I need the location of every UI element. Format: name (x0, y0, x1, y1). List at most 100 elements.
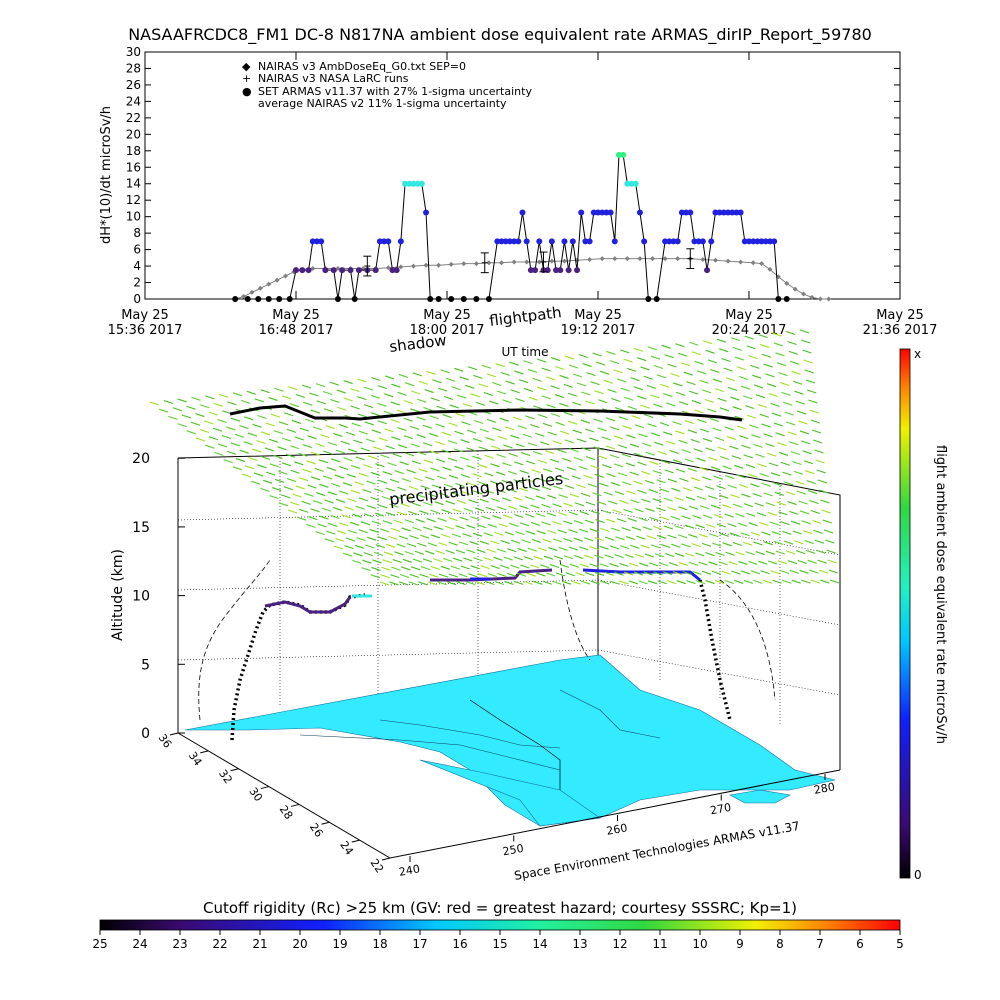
rc-band-mark (609, 580, 619, 585)
altitude-tick-label: 10 (132, 589, 150, 605)
rc-band-mark (748, 355, 758, 360)
rc-band-mark (681, 543, 691, 548)
rc-band-mark (411, 566, 421, 571)
rc-band-mark (687, 429, 697, 434)
rc-band-mark (317, 523, 327, 528)
nairas-v3-point (599, 256, 605, 262)
rc-band-mark (758, 334, 768, 339)
rc-band-mark (746, 512, 756, 517)
rc-band-mark (329, 381, 339, 386)
rc-band-mark (590, 465, 600, 470)
rc-band-mark (191, 396, 201, 401)
rc-band-mark (805, 470, 815, 475)
rc-band-mark (549, 458, 560, 463)
y-tick-label: 26 (126, 78, 141, 92)
rc-band-mark (574, 502, 585, 507)
rc-band-mark (404, 519, 414, 524)
rc-band-mark (740, 570, 751, 575)
rc-band-mark (696, 495, 707, 500)
rc-band-mark (409, 573, 419, 578)
rc-band-mark (281, 437, 292, 442)
armas-point (720, 209, 727, 216)
rc-band-mark (745, 405, 755, 410)
rc-band-mark (430, 509, 440, 514)
y-tick-label: 18 (126, 144, 141, 158)
rc-band-mark (409, 535, 419, 540)
rc-band-mark (507, 470, 518, 475)
rc-band-mark (538, 414, 548, 419)
cutoff-rigidity-band (149, 329, 840, 586)
rc-band-mark (472, 455, 482, 460)
armas-point (620, 151, 627, 158)
rc-tick-label: 18 (372, 937, 387, 951)
rc-band-mark (536, 572, 546, 577)
rc-band-mark (204, 420, 214, 425)
rc-band-mark (513, 479, 523, 484)
rc-band-mark (762, 579, 773, 584)
longitude-tick-label: 270 (709, 801, 732, 817)
rc-band-mark (684, 458, 694, 463)
rc-band-mark (336, 389, 346, 394)
series-layer (232, 151, 832, 302)
rc-band-mark (413, 477, 423, 482)
rc-band-mark (589, 528, 599, 533)
rc-band-mark (604, 536, 615, 541)
rc-band-mark (688, 561, 698, 566)
rc-band-mark (390, 401, 400, 406)
rc-band-mark (713, 514, 724, 519)
rc-band-mark (450, 565, 461, 570)
rc-band-mark (653, 571, 663, 576)
armas-point (423, 209, 430, 216)
rc-band-mark (384, 375, 395, 380)
armas-point (339, 267, 346, 274)
rc-band-mark (447, 440, 458, 445)
rc-band-mark (419, 510, 429, 515)
rc-band-mark (533, 555, 544, 560)
rc-band-mark (780, 461, 790, 466)
armas-point (410, 180, 417, 187)
rc-band-mark (435, 441, 445, 446)
rc-band-mark (227, 401, 237, 406)
rc-band-mark (343, 397, 353, 402)
rc-band-mark (414, 550, 425, 555)
armas-point (725, 209, 732, 216)
rc-band-mark (391, 566, 401, 571)
armas-point (322, 267, 329, 274)
rc-band-mark (679, 477, 689, 482)
rc-band-mark (548, 547, 558, 552)
rc-band-mark (485, 506, 496, 511)
rc-band-mark (389, 478, 400, 483)
rc-band-mark (627, 405, 638, 410)
rc-band-mark (675, 343, 685, 348)
rc-band-mark (230, 417, 241, 422)
rc-band-mark (701, 389, 712, 394)
land-mass-mexico (419, 759, 601, 827)
rc-band-mark (775, 352, 785, 357)
rc-band-mark (620, 387, 630, 392)
rc-band-mark (597, 455, 608, 460)
rc-band-mark (443, 483, 454, 488)
rc-band-mark (678, 401, 689, 406)
rc-band-mark (393, 495, 403, 500)
rc-band-mark (713, 475, 723, 480)
rc-band-mark (302, 468, 312, 473)
rc-band-mark (620, 349, 630, 354)
rc-band-mark (532, 451, 543, 456)
rc-band-mark (239, 425, 249, 430)
rc-band-mark (721, 504, 732, 509)
rc-band-mark (435, 423, 445, 428)
rc-band-mark (442, 557, 453, 562)
rc-band-mark (668, 562, 679, 567)
rc-band-mark (286, 428, 297, 433)
rc-band-mark (365, 438, 376, 443)
rc-band-mark (498, 523, 508, 528)
rc-band-mark (420, 485, 430, 490)
rc-band-mark (420, 566, 431, 571)
rc-band-mark (212, 427, 223, 432)
rc-band-mark (294, 461, 304, 466)
rc-band-mark (785, 491, 796, 496)
rc-band-mark (290, 469, 300, 474)
state-border (559, 689, 661, 739)
rc-colorbar-ticks: 25 24 23 22 21 20 19 18 17 16 15 14 13 12 11 10 9 8 7 6 5 (92, 930, 904, 951)
rc-tick-label: 14 (532, 937, 547, 951)
